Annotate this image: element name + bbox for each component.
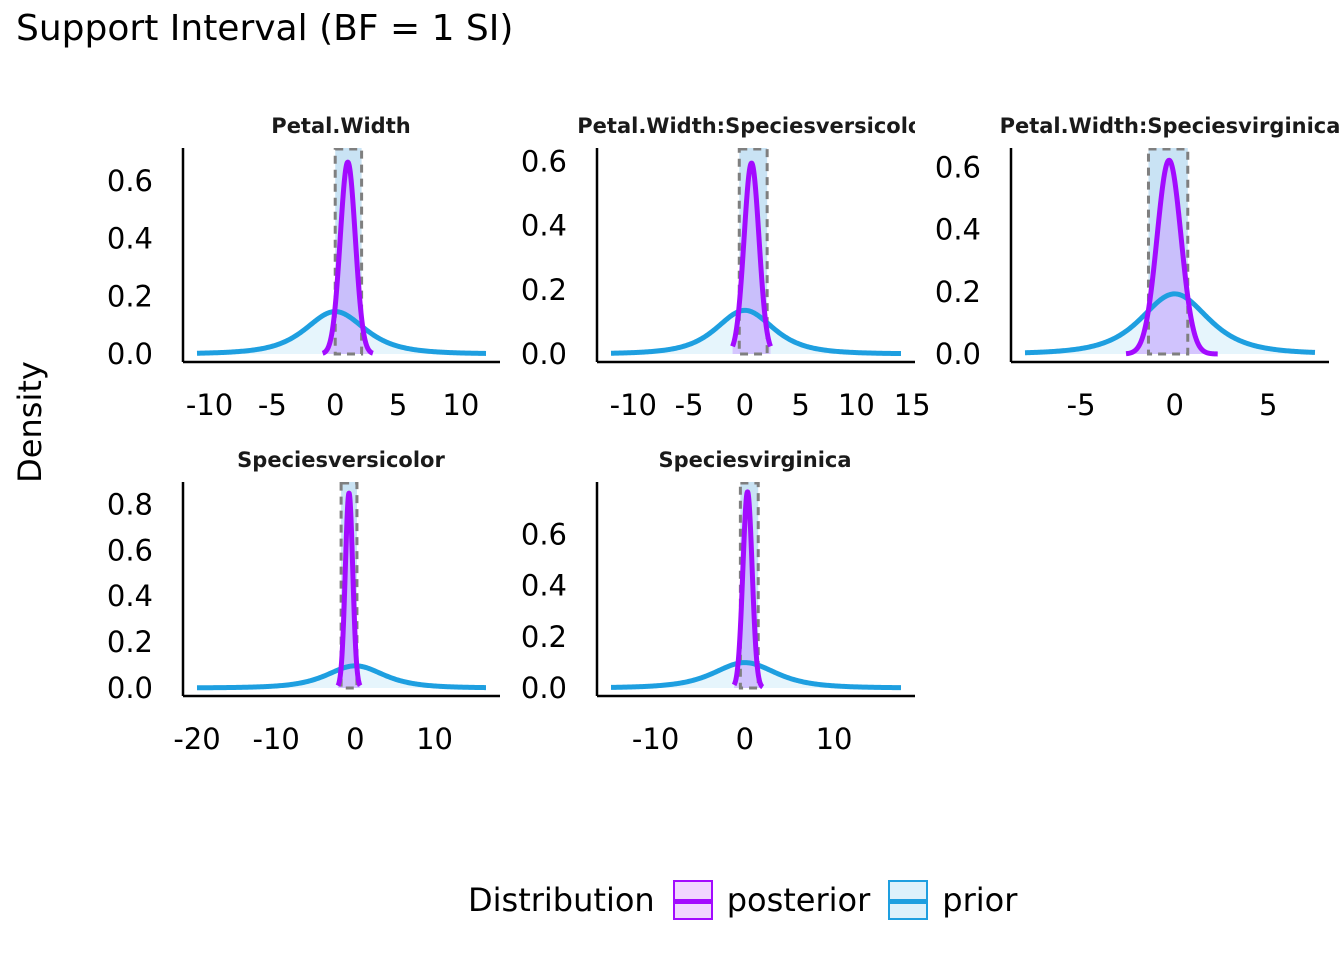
x-tick-label: 0 xyxy=(1165,388,1183,422)
x-tick-label: -5 xyxy=(258,388,287,422)
y-tick-label: 0.4 xyxy=(521,209,567,243)
facet-title: Speciesvirginica xyxy=(658,448,851,472)
x-tick-label: -10 xyxy=(252,722,299,756)
prior-line xyxy=(609,307,903,357)
y-tick-label: 0.4 xyxy=(521,569,567,603)
legend-label-prior: prior xyxy=(942,881,1018,919)
y-tick-label: 0.0 xyxy=(107,337,153,371)
posterior-line xyxy=(1123,157,1220,357)
y-tick-label: 0.6 xyxy=(935,151,981,185)
y-tick-label: 0.8 xyxy=(107,487,153,521)
posterior-area xyxy=(322,162,373,354)
x-tick-label: -10 xyxy=(186,388,233,422)
x-tick-label: -5 xyxy=(1067,388,1096,422)
facet-panel: -10 -5 0 5 10 0.0 0.2 0.4 0.6 Petal.Width xyxy=(107,114,500,422)
x-tick-label: 10 xyxy=(816,722,853,756)
y-tick-label: 0.2 xyxy=(521,620,567,654)
y-tick-label: 0.6 xyxy=(521,145,567,179)
prior-line xyxy=(195,309,488,356)
support-interval-border xyxy=(1146,148,1190,356)
support-interval-border xyxy=(333,148,364,356)
x-tick-label: 0 xyxy=(346,722,364,756)
y-tick-label: 0.2 xyxy=(107,279,153,313)
x-tick-label: 0 xyxy=(736,722,754,756)
facet-title: Petal.Width xyxy=(271,114,410,138)
facet-plot-area xyxy=(195,482,488,691)
facet-panel: -5 0 5 0.0 0.2 0.4 0.6 Petal.Width:Speciesvirgi… xyxy=(935,114,1341,422)
legend-title: Distribution xyxy=(468,881,655,919)
x-tick-label: -5 xyxy=(675,388,704,422)
x-tick-label: 10 xyxy=(442,388,479,422)
facet-panel: -10 -5 0 5 10 15 0.0 0.2 0.4 0.6 Petal.Width:Speci… xyxy=(521,114,933,422)
x-tick-label: 5 xyxy=(791,388,809,422)
x-tick-label: 0 xyxy=(736,388,754,422)
x-tick-label: -20 xyxy=(173,722,220,756)
chart-title: Support Interval (BF = 1 SI) xyxy=(16,8,514,49)
y-tick-label: 0.6 xyxy=(521,518,567,552)
posterior-area xyxy=(1126,160,1218,354)
posterior-area xyxy=(732,163,771,354)
posterior-line xyxy=(335,490,363,689)
x-tick-label: 15 xyxy=(894,388,931,422)
legend-key-prior-line xyxy=(890,899,927,904)
facet-plot-area xyxy=(195,148,488,356)
x-tick-label: 10 xyxy=(416,722,453,756)
y-tick-label: 0.0 xyxy=(935,337,981,371)
facet-title: Petal.Width:Speciesvirginica xyxy=(1000,114,1341,138)
y-tick-label: 0.0 xyxy=(521,337,567,371)
posterior-line xyxy=(730,160,773,349)
legend-label-posterior: posterior xyxy=(726,881,871,919)
facet-panel: -20 -10 0 10 0.0 0.2 0.4 0.6 0.8 Speciesversicolo… xyxy=(107,448,500,756)
x-tick-label: 5 xyxy=(1259,388,1277,422)
facet-plot-area xyxy=(609,482,903,691)
support-interval-border xyxy=(737,148,769,356)
y-tick-label: 0.4 xyxy=(935,213,981,247)
facet-panel: -10 0 10 0.0 0.2 0.4 0.6 Speciesvirginica xyxy=(521,448,915,756)
legend-key-posterior-line xyxy=(674,899,711,904)
facet-plot-area xyxy=(609,148,903,357)
facet-plot-area xyxy=(1023,148,1317,357)
y-tick-label: 0.2 xyxy=(107,625,153,659)
support-interval-border xyxy=(339,482,359,690)
x-tick-label: 10 xyxy=(838,388,875,422)
y-tick-label: 0.0 xyxy=(107,671,153,705)
y-tick-label: 0.4 xyxy=(107,222,153,256)
x-tick-label: 0 xyxy=(326,388,344,422)
legend-key-posterior xyxy=(672,880,713,920)
y-tick-label: 0.2 xyxy=(935,275,981,309)
legend: Distribution posterior prior xyxy=(468,880,1017,920)
posterior-line xyxy=(320,159,376,356)
y-tick-label: 0.0 xyxy=(521,671,567,705)
legend-key-prior xyxy=(888,880,929,920)
x-tick-label: -10 xyxy=(632,722,679,756)
y-tick-label: 0.6 xyxy=(107,164,153,198)
y-tick-label: 0.4 xyxy=(107,579,153,613)
x-tick-label: -10 xyxy=(610,388,657,422)
facet-title: Speciesversicolor xyxy=(237,448,445,472)
prior-line xyxy=(1023,291,1317,356)
y-tick-label: 0.2 xyxy=(521,273,567,307)
y-tick-label: 0.6 xyxy=(107,533,153,567)
facet-title: Petal.Width:Speciesversicolor xyxy=(577,114,933,138)
x-tick-label: 5 xyxy=(389,388,407,422)
posterior-line xyxy=(731,489,766,690)
